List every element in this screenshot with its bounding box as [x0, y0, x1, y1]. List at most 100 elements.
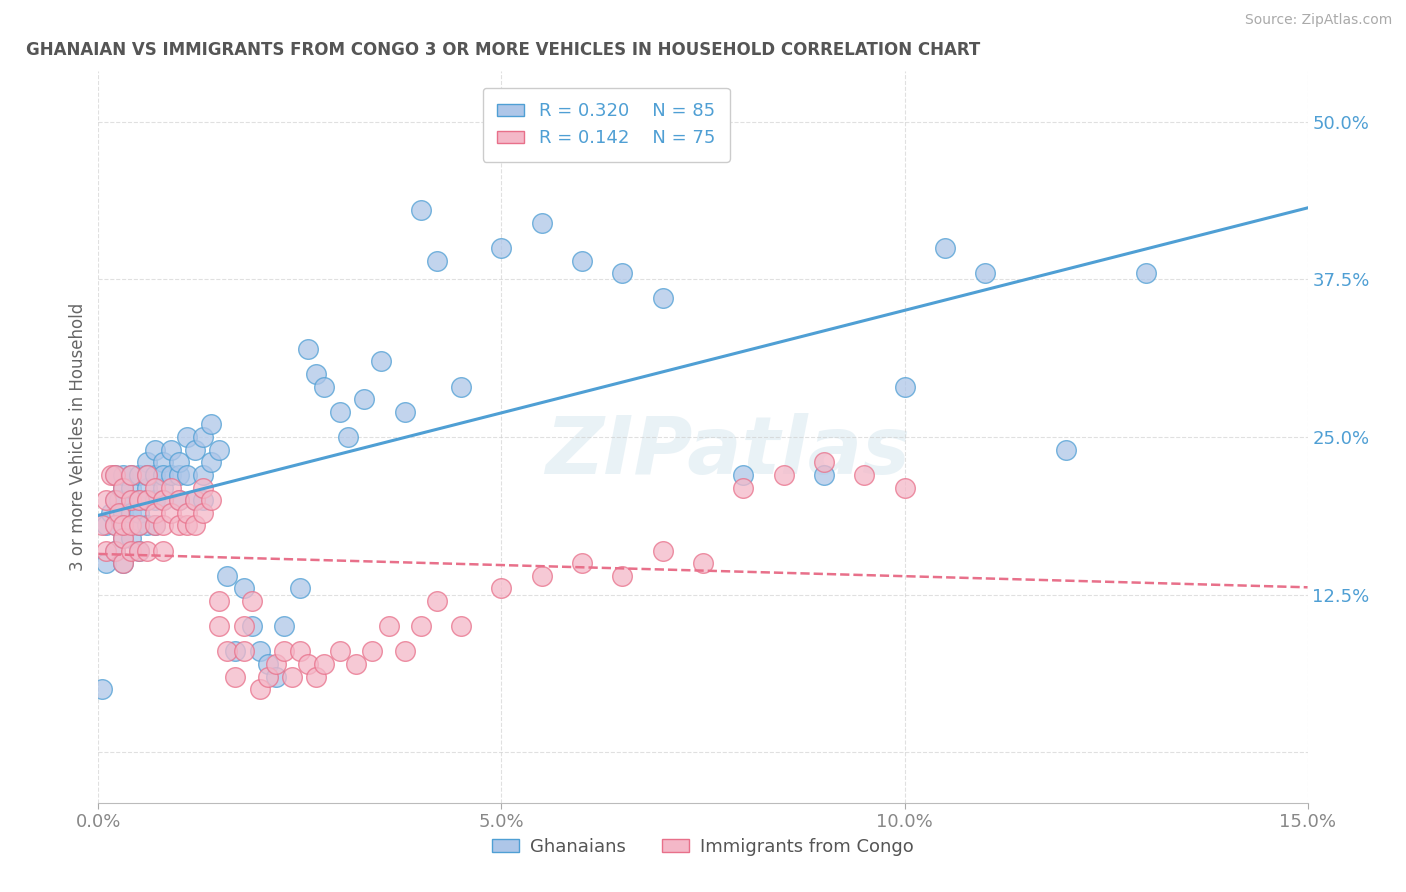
Point — [120, 467, 142, 482]
Point — [107, 493, 129, 508]
Point — [160, 467, 183, 482]
Point — [143, 518, 166, 533]
Point — [135, 467, 157, 482]
Point — [91, 518, 114, 533]
Point — [160, 481, 183, 495]
Point — [143, 481, 166, 495]
Point — [571, 556, 593, 570]
Point — [111, 556, 134, 570]
Point — [1054, 442, 1077, 457]
Point — [120, 493, 142, 508]
Point — [143, 442, 166, 457]
Y-axis label: 3 or more Vehicles in Household: 3 or more Vehicles in Household — [69, 303, 87, 571]
Point — [96, 556, 118, 570]
Point — [200, 455, 222, 469]
Point — [103, 518, 125, 533]
Point — [240, 594, 263, 608]
Point — [176, 506, 198, 520]
Point — [111, 518, 134, 533]
Point — [167, 493, 190, 508]
Point — [103, 543, 125, 558]
Point — [128, 518, 150, 533]
Point — [249, 682, 271, 697]
Point — [91, 682, 114, 697]
Point — [128, 493, 150, 508]
Point — [128, 543, 150, 558]
Text: GHANAIAN VS IMMIGRANTS FROM CONGO 3 OR MORE VEHICLES IN HOUSEHOLD CORRELATION CH: GHANAIAN VS IMMIGRANTS FROM CONGO 3 OR M… — [25, 41, 980, 59]
Point — [692, 556, 714, 570]
Point — [297, 342, 319, 356]
Point — [135, 543, 157, 558]
Point — [167, 467, 190, 482]
Point — [256, 657, 278, 671]
Point — [329, 405, 352, 419]
Point — [281, 670, 304, 684]
Point — [297, 657, 319, 671]
Point — [120, 531, 142, 545]
Point — [128, 467, 150, 482]
Point — [111, 531, 134, 545]
Point — [167, 518, 190, 533]
Point — [120, 506, 142, 520]
Point — [160, 442, 183, 457]
Point — [314, 657, 336, 671]
Point — [409, 619, 432, 633]
Point — [934, 241, 956, 255]
Point — [337, 430, 360, 444]
Point — [813, 455, 835, 469]
Point — [450, 379, 472, 393]
Point — [314, 379, 336, 393]
Point — [128, 493, 150, 508]
Point — [120, 493, 142, 508]
Point — [193, 481, 215, 495]
Point — [184, 493, 207, 508]
Point — [232, 582, 254, 596]
Point — [111, 467, 134, 482]
Point — [974, 266, 997, 280]
Point — [96, 543, 118, 558]
Point — [273, 644, 295, 658]
Point — [103, 467, 125, 482]
Point — [208, 442, 231, 457]
Point — [111, 506, 134, 520]
Point — [651, 543, 673, 558]
Point — [240, 619, 263, 633]
Point — [128, 518, 150, 533]
Point — [152, 493, 174, 508]
Point — [200, 417, 222, 432]
Point — [329, 644, 352, 658]
Text: ZIPatlas: ZIPatlas — [544, 413, 910, 491]
Point — [176, 430, 198, 444]
Point — [409, 203, 432, 218]
Point — [288, 644, 311, 658]
Point — [530, 569, 553, 583]
Point — [111, 518, 134, 533]
Point — [377, 619, 399, 633]
Point — [176, 467, 198, 482]
Point — [135, 493, 157, 508]
Point — [571, 253, 593, 268]
Point — [193, 506, 215, 520]
Point — [103, 518, 125, 533]
Point — [232, 619, 254, 633]
Point — [120, 467, 142, 482]
Point — [96, 518, 118, 533]
Point — [135, 455, 157, 469]
Point — [426, 253, 449, 268]
Point — [184, 442, 207, 457]
Point — [152, 467, 174, 482]
Point — [100, 506, 122, 520]
Point — [273, 619, 295, 633]
Point — [491, 241, 513, 255]
Point — [344, 657, 367, 671]
Point — [120, 518, 142, 533]
Point — [152, 543, 174, 558]
Point — [111, 481, 134, 495]
Point — [152, 493, 174, 508]
Point — [107, 506, 129, 520]
Point — [353, 392, 375, 407]
Text: Source: ZipAtlas.com: Source: ZipAtlas.com — [1244, 13, 1392, 28]
Point — [256, 670, 278, 684]
Point — [152, 481, 174, 495]
Point — [651, 291, 673, 305]
